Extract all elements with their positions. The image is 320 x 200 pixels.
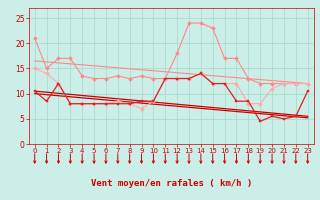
- Text: Vent moyen/en rafales ( km/h ): Vent moyen/en rafales ( km/h ): [91, 180, 252, 188]
